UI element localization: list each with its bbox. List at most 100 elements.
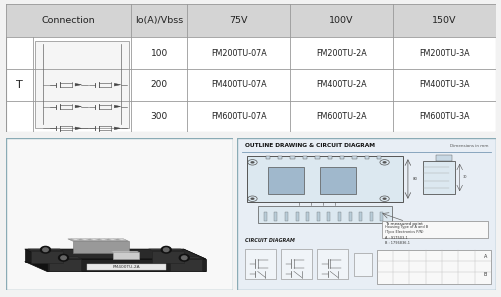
- Bar: [247, 156, 402, 202]
- Bar: [268, 167, 304, 194]
- Text: Connection: Connection: [42, 16, 95, 25]
- Circle shape: [43, 248, 48, 252]
- Bar: [302, 156, 307, 159]
- Text: Housing Type of A and B
(Tyco Electronics P/N)
A : 917503-1
B : 1796836-1: Housing Type of A and B (Tyco Electronic…: [384, 225, 427, 245]
- Text: OUTLINE DRAWING & CIRCUIT DIAGRAM: OUTLINE DRAWING & CIRCUIT DIAGRAM: [244, 143, 374, 148]
- Polygon shape: [75, 127, 81, 130]
- Polygon shape: [25, 249, 183, 262]
- Polygon shape: [89, 238, 98, 240]
- Bar: [281, 249, 312, 279]
- Bar: [265, 156, 270, 159]
- Bar: [423, 161, 453, 194]
- Bar: [264, 211, 266, 221]
- Circle shape: [61, 256, 66, 260]
- Polygon shape: [183, 249, 205, 271]
- Polygon shape: [73, 241, 128, 253]
- Bar: [295, 211, 298, 221]
- Bar: [352, 156, 356, 159]
- Polygon shape: [166, 257, 201, 259]
- Text: Dimensions in mm: Dimensions in mm: [449, 144, 487, 148]
- Polygon shape: [71, 238, 79, 240]
- Text: 30: 30: [461, 176, 466, 179]
- Bar: [317, 249, 348, 279]
- Circle shape: [41, 247, 51, 253]
- Polygon shape: [114, 83, 120, 86]
- Bar: [380, 211, 383, 221]
- Bar: [278, 156, 282, 159]
- Bar: [364, 156, 368, 159]
- Bar: [36, 41, 128, 128]
- Polygon shape: [75, 83, 81, 86]
- Text: To measured point: To measured point: [384, 222, 422, 226]
- Bar: [435, 155, 451, 161]
- Polygon shape: [49, 259, 81, 271]
- Bar: [376, 156, 381, 159]
- Polygon shape: [98, 238, 107, 240]
- Bar: [319, 167, 355, 194]
- Bar: [274, 211, 277, 221]
- Circle shape: [250, 198, 254, 200]
- Polygon shape: [114, 105, 120, 108]
- Polygon shape: [80, 238, 88, 240]
- Polygon shape: [108, 238, 116, 240]
- Bar: [327, 211, 330, 221]
- Text: 75V: 75V: [229, 16, 247, 25]
- Text: A: A: [483, 254, 486, 259]
- Circle shape: [181, 256, 186, 260]
- Text: FM200TU-2A: FM200TU-2A: [316, 48, 366, 58]
- Circle shape: [382, 161, 386, 164]
- Bar: [316, 211, 319, 221]
- Polygon shape: [47, 259, 205, 271]
- Bar: [315, 156, 319, 159]
- Bar: [348, 211, 351, 221]
- Text: FM200TU-07A: FM200TU-07A: [210, 48, 266, 58]
- Bar: [244, 249, 275, 279]
- Polygon shape: [75, 105, 81, 108]
- Bar: [285, 211, 288, 221]
- Text: FM600TU-07A: FM600TU-07A: [210, 112, 266, 121]
- Polygon shape: [152, 251, 183, 263]
- Bar: [327, 156, 331, 159]
- Text: FM200TU-3A: FM200TU-3A: [418, 48, 469, 58]
- Bar: [306, 211, 309, 221]
- Circle shape: [163, 248, 169, 252]
- Text: 100V: 100V: [329, 16, 353, 25]
- Polygon shape: [114, 127, 120, 130]
- Polygon shape: [46, 257, 81, 259]
- Polygon shape: [28, 249, 63, 251]
- Bar: [337, 211, 340, 221]
- Polygon shape: [148, 249, 183, 251]
- Bar: [257, 206, 392, 223]
- Text: 150V: 150V: [431, 16, 456, 25]
- Polygon shape: [31, 251, 63, 263]
- Bar: [376, 250, 490, 284]
- Text: FM400TU-2A: FM400TU-2A: [112, 265, 140, 269]
- Text: 100: 100: [150, 48, 167, 58]
- Text: FM400TU-2A: FM400TU-2A: [316, 80, 366, 89]
- Text: B: B: [483, 272, 486, 277]
- Polygon shape: [25, 249, 205, 259]
- Text: CIRCUIT DIAGRAM: CIRCUIT DIAGRAM: [244, 238, 294, 243]
- Bar: [290, 156, 294, 159]
- Bar: [353, 253, 371, 276]
- Polygon shape: [86, 264, 166, 270]
- Circle shape: [161, 247, 171, 253]
- Bar: [6, 4, 495, 37]
- Bar: [339, 156, 344, 159]
- Bar: [359, 211, 361, 221]
- Polygon shape: [25, 262, 205, 271]
- Text: FM400TU-3A: FM400TU-3A: [418, 80, 469, 89]
- Text: Io(A)/Vbss: Io(A)/Vbss: [135, 16, 183, 25]
- Text: 300: 300: [150, 112, 167, 121]
- Polygon shape: [113, 252, 138, 259]
- Bar: [369, 211, 372, 221]
- Circle shape: [250, 161, 254, 164]
- Polygon shape: [68, 239, 128, 241]
- Text: FM600TU-3A: FM600TU-3A: [418, 112, 469, 121]
- Polygon shape: [170, 259, 201, 271]
- Text: T: T: [16, 80, 23, 90]
- Polygon shape: [117, 238, 125, 240]
- Text: 80: 80: [412, 177, 417, 181]
- Bar: [381, 222, 487, 238]
- Text: FM600TU-2A: FM600TU-2A: [316, 112, 366, 121]
